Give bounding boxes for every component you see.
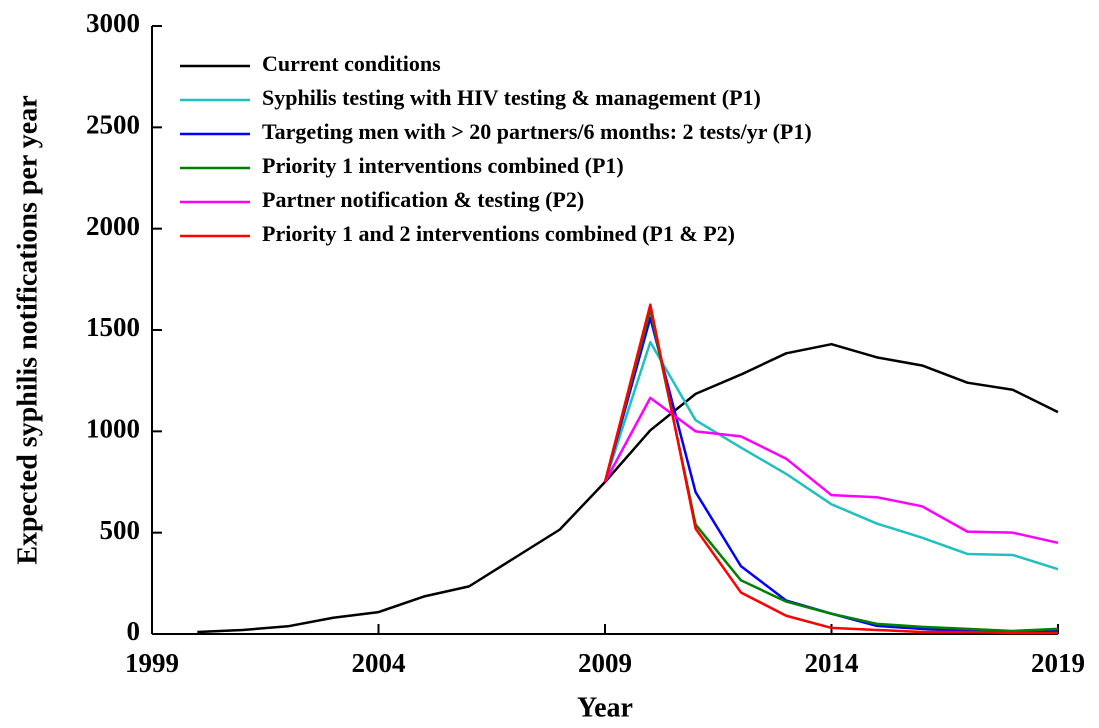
legend-label: Syphilis testing with HIV testing & mana… bbox=[262, 85, 761, 110]
legend-label: Current conditions bbox=[262, 51, 441, 76]
series-line bbox=[603, 303, 1058, 635]
x-tick-label: 2004 bbox=[352, 648, 406, 678]
x-axis-title: Year bbox=[577, 692, 633, 723]
y-tick-label: 2000 bbox=[86, 211, 140, 241]
series-line bbox=[603, 316, 1059, 634]
y-tick-label: 3000 bbox=[86, 8, 140, 38]
x-tick-label: 2009 bbox=[578, 648, 632, 678]
y-tick-label: 1000 bbox=[86, 414, 140, 444]
legend-label: Priority 1 interventions combined (P1) bbox=[262, 153, 624, 178]
legend-label: Priority 1 and 2 interventions combined … bbox=[262, 221, 735, 246]
y-tick-label: 0 bbox=[127, 616, 141, 646]
x-tick-label: 2019 bbox=[1031, 648, 1085, 678]
legend-label: Partner notification & testing (P2) bbox=[262, 187, 584, 212]
x-tick-label: 1999 bbox=[125, 648, 179, 678]
legend-label: Targeting men with > 20 partners/6 month… bbox=[262, 119, 812, 144]
y-axis-title: Expected syphilis notifications per year bbox=[12, 95, 43, 564]
series-line bbox=[197, 342, 1059, 634]
y-tick-label: 2500 bbox=[86, 110, 140, 140]
y-tick-label: 1500 bbox=[86, 312, 140, 342]
series-line bbox=[603, 340, 1059, 571]
series-line bbox=[603, 308, 1059, 633]
x-tick-label: 2014 bbox=[805, 648, 859, 678]
y-tick-label: 500 bbox=[100, 515, 141, 545]
series-line bbox=[603, 396, 1059, 545]
